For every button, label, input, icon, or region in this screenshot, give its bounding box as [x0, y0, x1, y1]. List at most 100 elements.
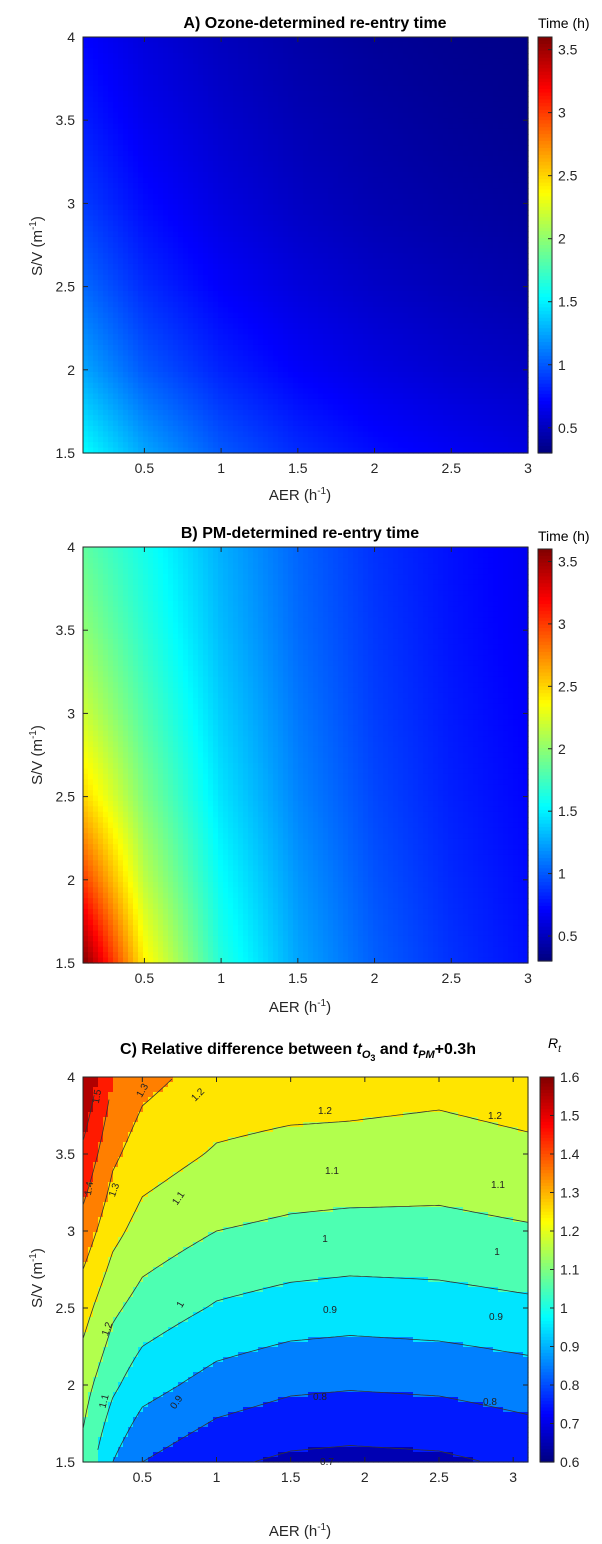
heatmap-cell	[338, 307, 344, 314]
heatmap-cell	[153, 101, 159, 108]
heatmap-cell	[193, 177, 199, 184]
heatmap-cell	[378, 91, 384, 98]
heatmap-cell	[203, 274, 209, 281]
heatmap-cell	[498, 74, 504, 81]
heatmap-cell	[268, 96, 274, 103]
heatmap-cell	[83, 274, 89, 281]
heatmap-cell	[103, 188, 109, 195]
heatmap-cell	[288, 42, 294, 49]
heatmap-cell	[498, 47, 504, 54]
heatmap-cell	[428, 37, 434, 43]
heatmap-cell	[448, 307, 454, 314]
heatmap-cell	[488, 263, 494, 270]
heatmap-cell	[513, 290, 519, 297]
heatmap-cell	[303, 128, 309, 135]
heatmap-cell	[433, 317, 439, 324]
heatmap-cell	[473, 145, 479, 152]
heatmap-cell	[148, 182, 154, 189]
heatmap-cell	[498, 101, 504, 108]
heatmap-cell	[423, 317, 429, 324]
heatmap-cell	[148, 215, 154, 222]
heatmap-cell	[398, 161, 404, 168]
heatmap-cell	[453, 193, 459, 200]
heatmap-cell	[118, 334, 124, 341]
heatmap-cell	[308, 101, 314, 108]
heatmap-cell	[278, 253, 284, 260]
heatmap-cell	[208, 161, 214, 168]
heatmap-cell	[123, 166, 129, 173]
heatmap-cell	[478, 204, 484, 211]
heatmap-cell	[168, 69, 174, 76]
heatmap-cell	[358, 274, 364, 281]
heatmap-cell	[183, 172, 189, 179]
heatmap-cell	[363, 118, 369, 125]
heatmap-cell	[408, 312, 414, 319]
heatmap-cell	[128, 236, 134, 243]
heatmap-cell	[178, 274, 184, 281]
heatmap-cell	[358, 177, 364, 184]
heatmap-cell	[258, 58, 264, 65]
heatmap-cell	[238, 69, 244, 76]
heatmap-cell	[478, 69, 484, 76]
heatmap-cell	[443, 134, 449, 141]
heatmap-cell	[368, 334, 374, 341]
heatmap-cell	[438, 47, 444, 54]
heatmap-cell	[383, 236, 389, 243]
heatmap-cell	[363, 296, 369, 303]
heatmap-cell	[473, 215, 479, 222]
heatmap-cell	[213, 263, 219, 270]
heatmap-cell	[228, 155, 234, 162]
heatmap-cell	[93, 47, 99, 54]
heatmap-cell	[363, 317, 369, 324]
heatmap-cell	[398, 226, 404, 233]
heatmap-cell	[298, 258, 304, 265]
heatmap-cell	[513, 328, 519, 335]
heatmap-cell	[338, 247, 344, 254]
heatmap-cell	[198, 47, 204, 54]
heatmap-cell	[488, 285, 494, 292]
heatmap-cell	[413, 231, 419, 238]
heatmap-cell	[348, 166, 354, 173]
heatmap-cell	[93, 301, 99, 308]
heatmap-cell	[308, 274, 314, 281]
heatmap-cell	[503, 220, 509, 227]
heatmap-cell	[253, 263, 259, 270]
heatmap-cell	[248, 301, 254, 308]
heatmap-cell	[453, 91, 459, 98]
heatmap-cell	[258, 317, 264, 324]
heatmap-cell	[173, 145, 179, 152]
heatmap-cell	[108, 118, 114, 125]
heatmap-cell	[388, 253, 394, 260]
heatmap-cell	[443, 112, 449, 119]
heatmap-cell	[383, 139, 389, 146]
heatmap-cell	[238, 101, 244, 108]
heatmap-cell	[413, 188, 419, 195]
heatmap-cell	[118, 42, 124, 49]
heatmap-cell	[133, 64, 139, 71]
heatmap-cell	[313, 231, 319, 238]
heatmap-cell	[138, 280, 144, 287]
heatmap-cell	[273, 37, 279, 43]
heatmap-cell	[523, 69, 529, 76]
heatmap-cell	[483, 161, 489, 168]
heatmap-cell	[228, 258, 234, 265]
heatmap-cell	[398, 96, 404, 103]
heatmap-cell	[488, 220, 494, 227]
heatmap-cell	[308, 91, 314, 98]
heatmap-cell	[318, 258, 324, 265]
heatmap-cell	[503, 166, 509, 173]
heatmap-cell	[353, 301, 359, 308]
heatmap-cell	[103, 296, 109, 303]
heatmap-cell	[458, 155, 464, 162]
heatmap-cell	[293, 307, 299, 314]
heatmap-cell	[448, 134, 454, 141]
heatmap-cell	[193, 296, 199, 303]
heatmap-cell	[333, 64, 339, 71]
heatmap-cell	[503, 96, 509, 103]
heatmap-cell	[293, 323, 299, 330]
heatmap-cell	[153, 145, 159, 152]
heatmap-cell	[203, 280, 209, 287]
heatmap-cell	[228, 134, 234, 141]
heatmap-cell	[238, 166, 244, 173]
heatmap-cell	[323, 312, 329, 319]
